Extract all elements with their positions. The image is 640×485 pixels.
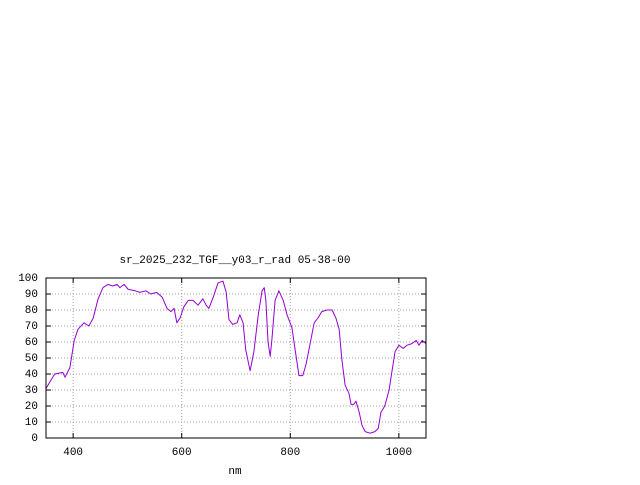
y-tick-label: 80 <box>25 305 38 317</box>
y-tick-label: 40 <box>25 369 38 381</box>
y-tick-label: 0 <box>31 433 38 445</box>
y-tick-label: 70 <box>25 321 38 333</box>
x-tick-label: 1000 <box>386 447 412 459</box>
x-tick-label: 600 <box>172 447 192 459</box>
y-tick-label: 90 <box>25 289 38 301</box>
x-tick-label: 400 <box>63 447 83 459</box>
plot-border <box>45 277 427 439</box>
x-axis-label: nm <box>228 466 242 478</box>
y-tick-label: 60 <box>25 337 38 349</box>
y-tick-label: 20 <box>25 401 38 413</box>
chart-title: sr_2025_232_TGF__y03_r_rad 05-38-00 <box>119 255 350 267</box>
y-tick-label: 100 <box>18 273 38 285</box>
x-tick-label: 800 <box>280 447 300 459</box>
data-line <box>45 280 427 434</box>
y-tick-label: 10 <box>25 417 38 429</box>
y-tick-label: 30 <box>25 385 38 397</box>
y-tick-label: 50 <box>25 353 38 365</box>
